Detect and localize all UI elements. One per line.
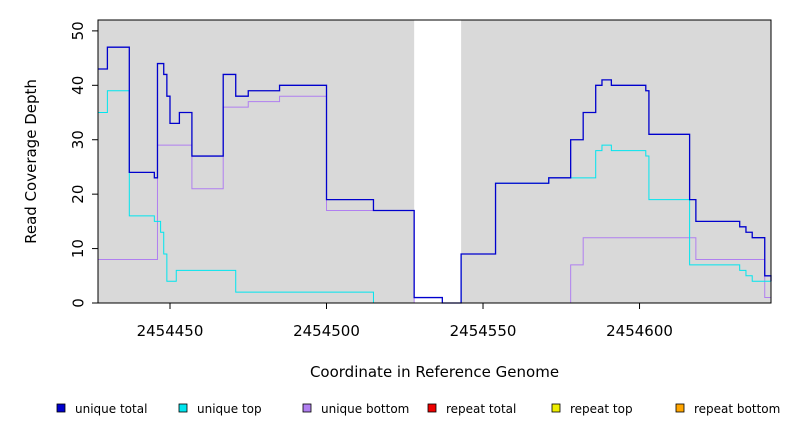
legend-label: unique total: [75, 402, 147, 416]
legend-swatch: [675, 403, 685, 413]
y-tick-label: 50: [69, 21, 87, 40]
plot-frame: [97, 19, 772, 304]
y-tick-label: 20: [69, 185, 87, 204]
legend-swatch: [56, 403, 66, 413]
x-tick-label: 2454450: [137, 322, 204, 340]
y-tick-label: 30: [69, 130, 87, 149]
x-tick-label: 2454500: [293, 322, 360, 340]
legend-label: repeat total: [446, 402, 516, 416]
legend: unique total unique top unique bottom repea…: [56, 402, 780, 416]
legend-swatch: [302, 403, 312, 413]
shaded-region-1: [98, 20, 415, 303]
x-axis-label: Coordinate in Reference Genome: [310, 363, 559, 381]
legend-label: repeat top: [570, 402, 633, 416]
legend-swatch: [178, 403, 188, 413]
legend-label: unique top: [197, 402, 262, 416]
x-tick-label: 2454600: [606, 322, 673, 340]
y-axis-label: Read Coverage Depth: [22, 79, 40, 244]
shaded-region-2: [461, 20, 771, 303]
y-tick-label: 0: [69, 298, 87, 308]
x-tick-label: 2454550: [450, 322, 517, 340]
legend-swatch: [551, 403, 561, 413]
legend-swatch: [427, 403, 437, 413]
y-tick-label: 10: [69, 239, 87, 258]
legend-label: unique bottom: [321, 402, 409, 416]
y-tick-label: 40: [69, 76, 87, 95]
legend-label: repeat bottom: [694, 402, 780, 416]
